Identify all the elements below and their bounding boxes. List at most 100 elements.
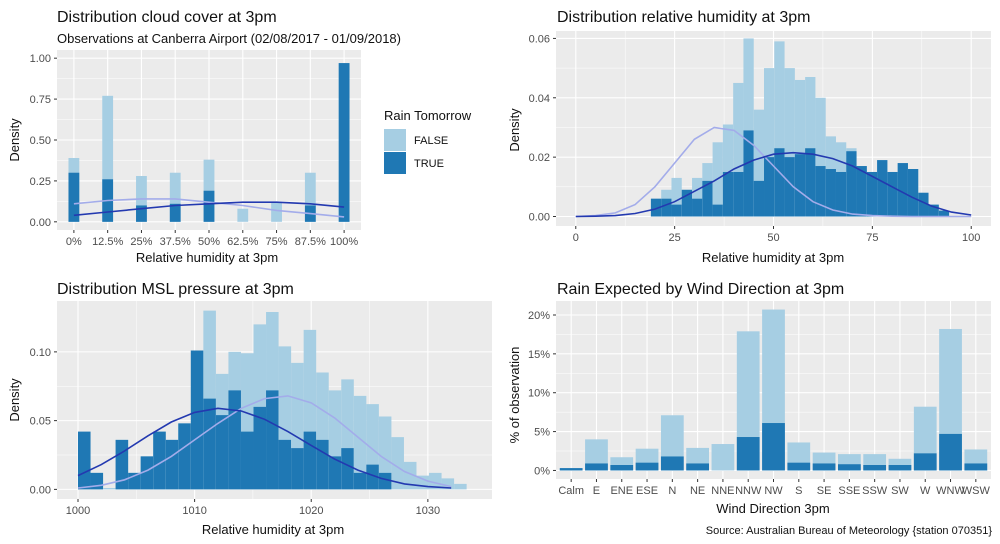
cloud-x-tick-label: 87.5% bbox=[295, 236, 326, 248]
wind-bar-true bbox=[863, 465, 887, 471]
cloud-y-tick-label: 0.50 bbox=[30, 135, 51, 147]
humidity-bar-true bbox=[846, 151, 857, 217]
cloud-density-line-true bbox=[73, 201, 345, 217]
pressure-bar-true bbox=[341, 448, 354, 490]
humidity-bar-false bbox=[805, 77, 816, 217]
humidity-bar-false bbox=[722, 124, 734, 217]
wind-x-tick-label: SW bbox=[891, 485, 909, 497]
pressure-bar-true bbox=[278, 439, 292, 490]
humidity-bar-true bbox=[805, 148, 816, 217]
cloud-bar-true bbox=[68, 172, 80, 222]
humidity-y-tick-label: 0.02 bbox=[529, 152, 550, 164]
pressure-bar-true bbox=[328, 456, 342, 490]
humidity-bar-true bbox=[671, 204, 682, 217]
humidity-bar-false bbox=[733, 82, 744, 217]
cloud-y-tick-label: 0.00 bbox=[30, 217, 51, 229]
wind-x-tick-label: NW bbox=[764, 485, 783, 497]
pressure-bar-false bbox=[103, 488, 116, 490]
humidity-bar-true bbox=[712, 204, 723, 217]
wind-y-axis-label: % of observation bbox=[507, 347, 522, 444]
pressure-x-axis-label: Relative humidity at 3pm bbox=[202, 522, 344, 537]
humidity-x-tick-label: 75 bbox=[866, 232, 878, 244]
pressure-bar-false bbox=[403, 461, 417, 490]
pressure-bar-false bbox=[454, 483, 467, 490]
pressure-bar-true bbox=[316, 439, 329, 490]
wind-x-tick-label: WSW bbox=[962, 485, 991, 497]
cloud-bar-true bbox=[169, 203, 181, 222]
cloud-x-axis-label: Relative humidity at 3pm bbox=[136, 250, 278, 265]
pressure-bar-false bbox=[378, 416, 392, 490]
wind-bar-true bbox=[888, 465, 912, 471]
pressure-density-line-false bbox=[77, 395, 452, 489]
pressure-bar-true bbox=[353, 472, 367, 490]
humidity-x-tick-label: 100 bbox=[962, 232, 980, 244]
wind-y-tick-label: 15% bbox=[528, 349, 550, 361]
pressure-bar-true bbox=[240, 431, 254, 490]
cloud-y-tick-label: 1.00 bbox=[30, 53, 51, 65]
wind-x-tick-label: ENE bbox=[610, 485, 633, 497]
humidity-y-tick-label: 0.00 bbox=[529, 212, 550, 224]
wind-bar-true bbox=[812, 463, 836, 471]
humidity-bar-true bbox=[815, 166, 826, 217]
wind-bar-false bbox=[736, 331, 760, 471]
plot-layer: 0.00 0.25 0.50 0.75 1.00 0% 12.5% 25% 37.5% 50% 62… bbox=[30, 31, 991, 517]
cloud-bar-false bbox=[304, 172, 316, 222]
wind-y-tick-label: 20% bbox=[528, 310, 550, 322]
cloud-x-tick-label: 12.5% bbox=[92, 236, 123, 248]
cloud-x-tick-label: 0% bbox=[66, 236, 82, 248]
humidity-bar-true bbox=[743, 130, 754, 217]
humidity-bar-true bbox=[661, 198, 672, 217]
cloud-bar-false bbox=[102, 95, 114, 222]
pressure-bar-true bbox=[203, 398, 216, 490]
wind-bar-true bbox=[585, 463, 608, 471]
pressure-bar-true bbox=[115, 439, 129, 490]
humidity-y-tick-label: 0.06 bbox=[529, 33, 550, 45]
humidity-bar-true bbox=[928, 204, 939, 217]
legend-label-true: TRUE bbox=[414, 158, 444, 170]
pressure-x-tick-label: 1030 bbox=[416, 505, 440, 517]
pressure-bar-true bbox=[291, 448, 304, 490]
pressure-x-tick-label: 1000 bbox=[66, 505, 90, 517]
wind-bar-true bbox=[610, 465, 634, 471]
humidity-bar-true bbox=[681, 189, 693, 217]
wind-x-tick-label: N bbox=[668, 485, 676, 497]
wind-bar-true bbox=[913, 453, 937, 471]
wind-y-tick-label: 0% bbox=[534, 465, 550, 477]
legend-title: Rain Tomorrow bbox=[384, 108, 472, 123]
pressure-bar-true bbox=[366, 464, 379, 490]
pressure-bar-true bbox=[178, 423, 191, 490]
humidity-bar-true bbox=[918, 192, 929, 217]
legend-key-false bbox=[384, 129, 406, 151]
pressure-density-line-true bbox=[77, 407, 452, 489]
pressure-bar-true bbox=[228, 390, 241, 490]
wind-x-tick-label: W bbox=[920, 485, 931, 497]
humidity-bar-true bbox=[835, 171, 847, 217]
wind-bar-true bbox=[787, 462, 811, 471]
pressure-bar-true bbox=[253, 406, 267, 490]
wind-bar-false bbox=[711, 444, 735, 471]
wind-chart-title: Rain Expected by Wind Direction at 3pm bbox=[557, 281, 844, 298]
humidity-bar-true bbox=[774, 148, 785, 217]
legend: Rain Tomorrow FALSE TRUE bbox=[384, 108, 472, 174]
wind-x-tick-label: NE bbox=[690, 485, 705, 497]
humidity-bar-true bbox=[753, 180, 765, 217]
wind-x-tick-label: ESE bbox=[636, 485, 658, 497]
cloud-density-line-false bbox=[73, 198, 345, 218]
humidity-bar-false bbox=[743, 38, 754, 217]
cloud-bar-false bbox=[237, 208, 249, 222]
pressure-bar-false bbox=[391, 437, 404, 490]
cloud-y-axis-label: Density bbox=[7, 118, 22, 162]
humidity-bar-true bbox=[794, 154, 806, 217]
humidity-bar-false bbox=[764, 68, 775, 217]
cloud-y-tick-label: 0.75 bbox=[30, 94, 51, 106]
humidity-bar-true bbox=[733, 171, 744, 217]
wind-y-tick-label: 10% bbox=[528, 388, 550, 400]
wind-bar-true bbox=[837, 464, 861, 471]
legend-key-true bbox=[384, 152, 406, 174]
legend-label-false: FALSE bbox=[414, 135, 448, 147]
source-caption: Source: Australian Bureau of Meteorology… bbox=[706, 525, 993, 537]
humidity-bar-true bbox=[650, 198, 662, 217]
humidity-bar-true bbox=[856, 166, 867, 217]
cloud-bar-true bbox=[136, 205, 147, 222]
wind-bar-true bbox=[660, 456, 684, 471]
